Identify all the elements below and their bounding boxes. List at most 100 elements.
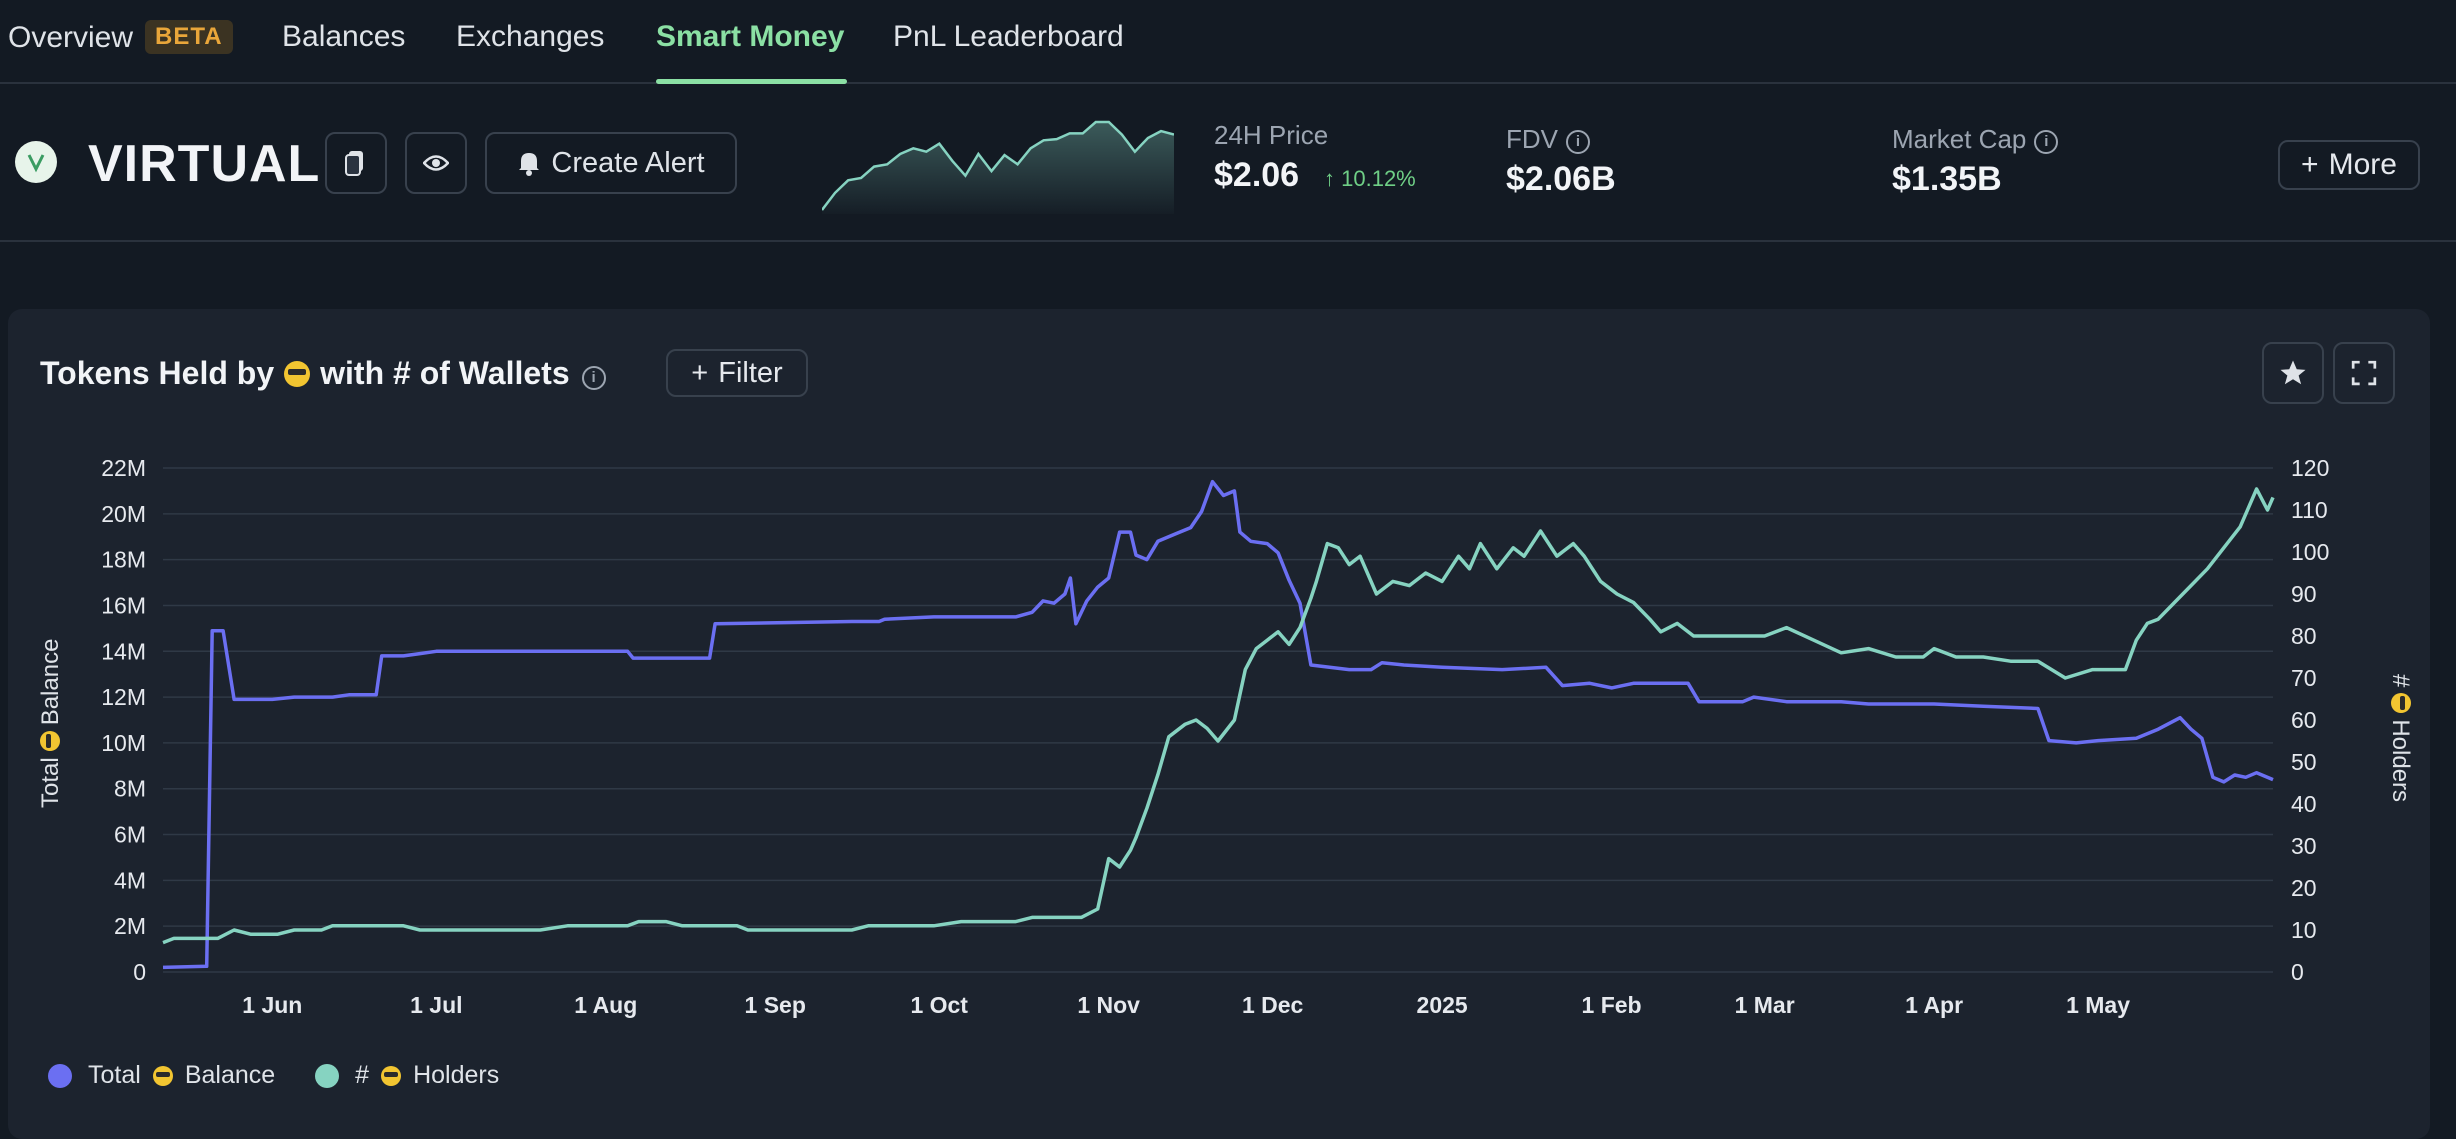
y-right-tick-label: 20 xyxy=(2291,875,2317,901)
legend-item-holders[interactable]: # Holders xyxy=(315,1061,499,1090)
copy-button[interactable] xyxy=(325,132,387,194)
y-right-tick-label: 0 xyxy=(2291,959,2304,985)
price-value: $2.06 xyxy=(1214,156,1300,194)
chart-title-suffix: with # of Wallets xyxy=(320,355,570,391)
x-tick-label: 1 May xyxy=(2066,992,2130,1018)
beta-badge: BETA xyxy=(145,20,233,54)
y-right-tick-label: 90 xyxy=(2291,581,2317,607)
legend-item-total-balance[interactable]: Total Balance xyxy=(48,1061,275,1090)
y-right-tick-label: 120 xyxy=(2291,455,2329,481)
y-right-tick-label: 60 xyxy=(2291,707,2317,733)
y-right-tick-label: 100 xyxy=(2291,539,2329,565)
x-tick-label: 1 Aug xyxy=(574,992,637,1018)
y-right-tick-label: 70 xyxy=(2291,665,2317,691)
legend-dot-holders xyxy=(315,1063,340,1088)
fullscreen-button[interactable] xyxy=(2333,342,2395,404)
token-header: VIRTUAL Create Alert 24H Price $2.06 ↑ 1… xyxy=(0,86,2456,242)
smart-money-emoji-icon xyxy=(152,1065,173,1086)
eye-icon xyxy=(423,155,449,171)
more-label: More xyxy=(2328,148,2397,181)
y-left-tick-label: 4M xyxy=(114,867,146,893)
chart-title: Tokens Held by with # of Wallets i xyxy=(40,355,606,392)
y-left-tick-label: 6M xyxy=(114,822,146,848)
legend-label-a: Total xyxy=(88,1061,141,1089)
star-icon xyxy=(2280,360,2306,385)
info-icon[interactable]: i xyxy=(1566,130,1590,154)
price-label: 24H Price xyxy=(1214,120,1329,150)
tab-exchanges[interactable]: Exchanges xyxy=(456,20,605,53)
y-left-tick-label: 12M xyxy=(101,684,146,710)
filter-button[interactable]: + Filter xyxy=(666,349,808,397)
y-left-tick-label: 2M xyxy=(114,913,146,939)
price-change-value: 10.12% xyxy=(1341,166,1416,191)
legend-label-a: # xyxy=(355,1061,370,1089)
x-tick-label: 1 Sep xyxy=(745,992,806,1018)
create-alert-label: Create Alert xyxy=(551,146,705,179)
y-left-tick-label: 22M xyxy=(101,455,146,481)
active-tab-indicator xyxy=(656,79,847,84)
filter-label: Filter xyxy=(718,356,783,389)
x-tick-label: 1 Apr xyxy=(1905,992,1963,1018)
legend-dot-total-balance xyxy=(48,1063,72,1088)
chart-legend: Total Balance # Holders xyxy=(48,1061,499,1090)
x-tick-label: 1 Jun xyxy=(242,992,302,1018)
legend-label-b: Holders xyxy=(413,1061,500,1089)
y-right-tick-label: 50 xyxy=(2291,749,2317,775)
x-tick-label: 1 Jul xyxy=(410,992,462,1018)
tab-balances[interactable]: Balances xyxy=(282,20,406,53)
fdv-label-text: FDV xyxy=(1506,124,1558,154)
y-left-tick-label: 8M xyxy=(114,776,146,802)
y-left-tick-label: 10M xyxy=(101,730,146,756)
create-alert-button[interactable]: Create Alert xyxy=(485,132,737,194)
y-right-tick-label: 110 xyxy=(2291,497,2328,523)
favorite-button[interactable] xyxy=(2262,342,2324,404)
info-icon[interactable]: i xyxy=(2034,130,2059,154)
x-tick-label: 1 Mar xyxy=(1735,992,1795,1018)
x-tick-label: 1 Feb xyxy=(1582,992,1642,1018)
line-chart: 0 2M 4M 6M 8M 10M 12M 14M 16M 18M 20M 22M 0 10 20 30 40 5… xyxy=(101,455,2329,1018)
legend-label-b: Balance xyxy=(184,1061,276,1089)
market-cap-value: $1.35B xyxy=(1892,160,2002,198)
market-cap-label: Market Cap i xyxy=(1892,124,2059,155)
y-right-tick-label: 40 xyxy=(2291,791,2317,817)
tab-smart-money[interactable]: Smart Money xyxy=(656,20,845,53)
smart-money-emoji-icon xyxy=(381,1065,402,1086)
series-line-holders xyxy=(162,487,2275,945)
watch-button[interactable] xyxy=(405,132,467,194)
y-right-tick-label: 30 xyxy=(2291,833,2317,859)
more-button[interactable]: + More xyxy=(2278,140,2420,190)
y-right-tick-label: 80 xyxy=(2291,623,2317,649)
copy-icon xyxy=(345,151,363,176)
x-tick-label: 1 Dec xyxy=(1242,992,1304,1018)
tab-overview-label: Overview xyxy=(8,21,134,54)
tab-overview[interactable]: Overview BETA xyxy=(8,20,233,55)
token-name: VIRTUAL xyxy=(88,135,321,193)
info-icon[interactable]: i xyxy=(581,366,606,390)
bell-icon xyxy=(519,153,540,176)
sparkline-line xyxy=(822,120,1174,211)
arrow-up-icon: ↑ xyxy=(1324,166,1335,191)
fdv-label: FDV i xyxy=(1506,124,1590,155)
top-nav: Overview BETA Balances Exchanges Smart Mo… xyxy=(0,0,2456,84)
fdv-value: $2.06B xyxy=(1506,160,1616,198)
y-left-tick-label: 16M xyxy=(101,592,146,618)
y-left-tick-label: 20M xyxy=(101,501,146,527)
chart-panel: Tokens Held by with # of Wallets i + Filter… xyxy=(8,309,2430,1139)
y-left-tick-label: 14M xyxy=(101,638,146,664)
smart-money-emoji-icon xyxy=(284,361,311,387)
x-tick-label: 1 Oct xyxy=(910,992,968,1018)
token-logo-icon xyxy=(15,141,57,183)
chart-title-prefix: Tokens Held by xyxy=(40,355,275,391)
price-sparkline xyxy=(822,120,1174,214)
series-line-total-balance xyxy=(162,479,2274,970)
sparkline-area xyxy=(822,122,1174,214)
market-cap-label-text: Market Cap xyxy=(1892,124,2027,154)
price-change: ↑ 10.12% xyxy=(1324,166,1416,192)
y-left-tick-label: 18M xyxy=(101,547,146,573)
tab-pnl-leaderboard[interactable]: PnL Leaderboard xyxy=(893,20,1124,53)
plus-icon: + xyxy=(691,356,709,389)
y-left-tick-label: 0 xyxy=(133,959,146,985)
x-tick-label: 1 Nov xyxy=(1077,992,1140,1018)
x-tick-label: 2025 xyxy=(1417,992,1468,1018)
expand-icon xyxy=(2351,360,2377,386)
